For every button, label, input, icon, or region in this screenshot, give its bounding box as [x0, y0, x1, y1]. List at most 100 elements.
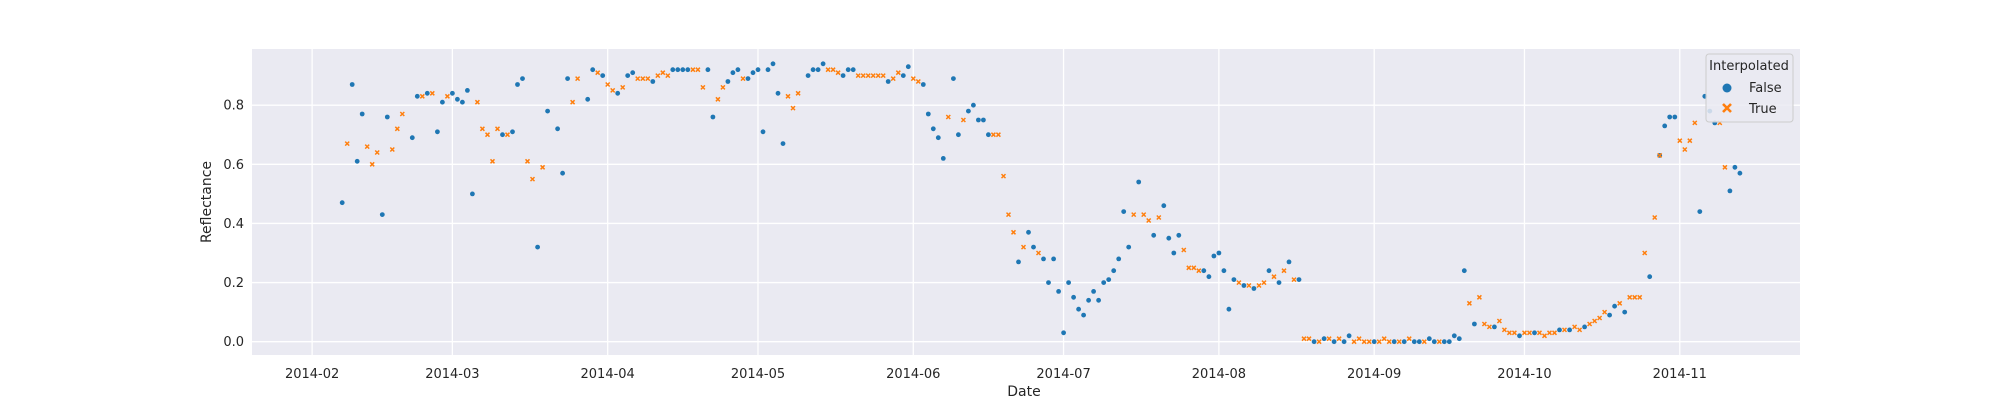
- data-point-false: [680, 67, 686, 73]
- x-tick-label: 2014-03: [425, 367, 479, 382]
- data-point-true: [1351, 339, 1357, 345]
- data-points: [339, 61, 1743, 345]
- x-tick-label: 2014-10: [1497, 367, 1551, 382]
- data-point-false: [1557, 327, 1562, 333]
- data-point-true: [860, 73, 866, 79]
- data-point-false: [750, 70, 756, 76]
- data-point-true: [640, 76, 646, 82]
- data-point-true: [865, 73, 871, 79]
- data-point-true: [855, 73, 861, 79]
- data-point-true: [1436, 339, 1442, 345]
- data-point-true: [1181, 247, 1187, 253]
- data-point-true: [825, 67, 831, 73]
- data-point-true: [1677, 138, 1683, 144]
- data-point-true: [1196, 268, 1202, 274]
- data-point-false: [1451, 333, 1457, 339]
- data-point-true: [1551, 330, 1558, 336]
- data-point-false: [1456, 336, 1462, 342]
- data-point-false: [1472, 321, 1477, 327]
- data-point-false: [770, 61, 776, 67]
- data-point-false: [615, 90, 621, 96]
- data-point-true: [660, 70, 666, 76]
- x-tick-label: 2014-02: [285, 367, 339, 382]
- data-point-false: [820, 61, 826, 67]
- data-point-true: [1561, 327, 1568, 333]
- data-point-false: [1101, 280, 1107, 285]
- legend-marker-false: [1722, 83, 1732, 93]
- data-point-false: [850, 67, 856, 73]
- data-point-true: [1627, 294, 1633, 300]
- data-point-false: [455, 96, 460, 102]
- data-point-false: [1732, 164, 1738, 170]
- data-point-true: [1642, 250, 1648, 256]
- data-point-false: [1171, 250, 1177, 256]
- data-point-false: [1311, 339, 1317, 345]
- data-point-true: [1326, 336, 1332, 342]
- data-point-true: [1526, 330, 1533, 336]
- data-point-false: [780, 141, 786, 147]
- data-point-true: [1406, 336, 1412, 342]
- data-point-false: [1091, 289, 1096, 294]
- data-point-false: [630, 70, 636, 76]
- data-point-false: [1016, 259, 1021, 265]
- x-tick-label: 2014-08: [1192, 367, 1246, 382]
- data-point-false: [675, 67, 681, 73]
- x-tick-labels: 2014-02 2014-03 2014-04 2014-05 2014-06 2014-…: [285, 367, 1707, 382]
- data-point-true: [605, 81, 611, 88]
- data-point-false: [1296, 277, 1302, 282]
- data-point-false: [760, 129, 766, 135]
- data-point-false: [1492, 324, 1497, 330]
- data-point-false: [705, 67, 711, 73]
- data-point-true: [494, 126, 501, 132]
- data-point-true: [529, 176, 536, 182]
- data-point-false: [1076, 306, 1081, 312]
- grid: [252, 49, 1800, 355]
- data-point-false: [940, 156, 946, 161]
- data-point-false: [500, 132, 505, 138]
- legend-label-true: True: [1748, 102, 1777, 117]
- data-point-false: [1266, 268, 1272, 274]
- data-point-true: [610, 87, 616, 93]
- data-point-false: [1612, 303, 1617, 309]
- data-point-false: [765, 67, 771, 73]
- data-point-false: [435, 129, 440, 135]
- data-point-false: [900, 73, 906, 78]
- data-point-false: [414, 93, 420, 99]
- data-point-false: [1441, 339, 1447, 345]
- data-point-false: [1697, 209, 1703, 215]
- data-point-true: [1602, 309, 1608, 315]
- data-point-true: [1546, 330, 1553, 336]
- data-point-false: [1667, 114, 1673, 120]
- plot-background: [252, 49, 1800, 355]
- data-point-false: [1161, 203, 1167, 209]
- data-point-false: [956, 132, 961, 138]
- data-point-true: [1692, 120, 1698, 126]
- data-point-false: [920, 82, 926, 87]
- data-point-true: [444, 93, 450, 99]
- data-point-false: [424, 90, 430, 96]
- data-point-true: [1246, 282, 1252, 289]
- data-point-false: [1391, 339, 1397, 345]
- data-point-true: [1236, 280, 1242, 286]
- data-point-false: [1607, 312, 1612, 318]
- data-point-true: [394, 126, 400, 132]
- data-point-true: [655, 73, 661, 79]
- data-point-false: [555, 126, 560, 132]
- data-point-true: [1466, 300, 1472, 306]
- data-point-false: [966, 108, 971, 114]
- data-point-true: [1261, 280, 1267, 286]
- data-point-false: [409, 135, 415, 141]
- data-point-false: [1517, 333, 1522, 339]
- data-point-true: [915, 78, 921, 85]
- x-tick-label: 2014-09: [1347, 367, 1401, 382]
- data-point-true: [399, 111, 405, 117]
- data-point-true: [1496, 318, 1502, 324]
- data-point-false: [1411, 339, 1417, 345]
- data-point-false: [520, 76, 525, 81]
- data-point-false: [1727, 188, 1733, 194]
- data-point-true: [429, 90, 435, 96]
- data-point-false: [725, 79, 731, 84]
- data-point-true: [484, 132, 491, 138]
- data-point-true: [1381, 336, 1387, 342]
- data-point-false: [1582, 324, 1587, 330]
